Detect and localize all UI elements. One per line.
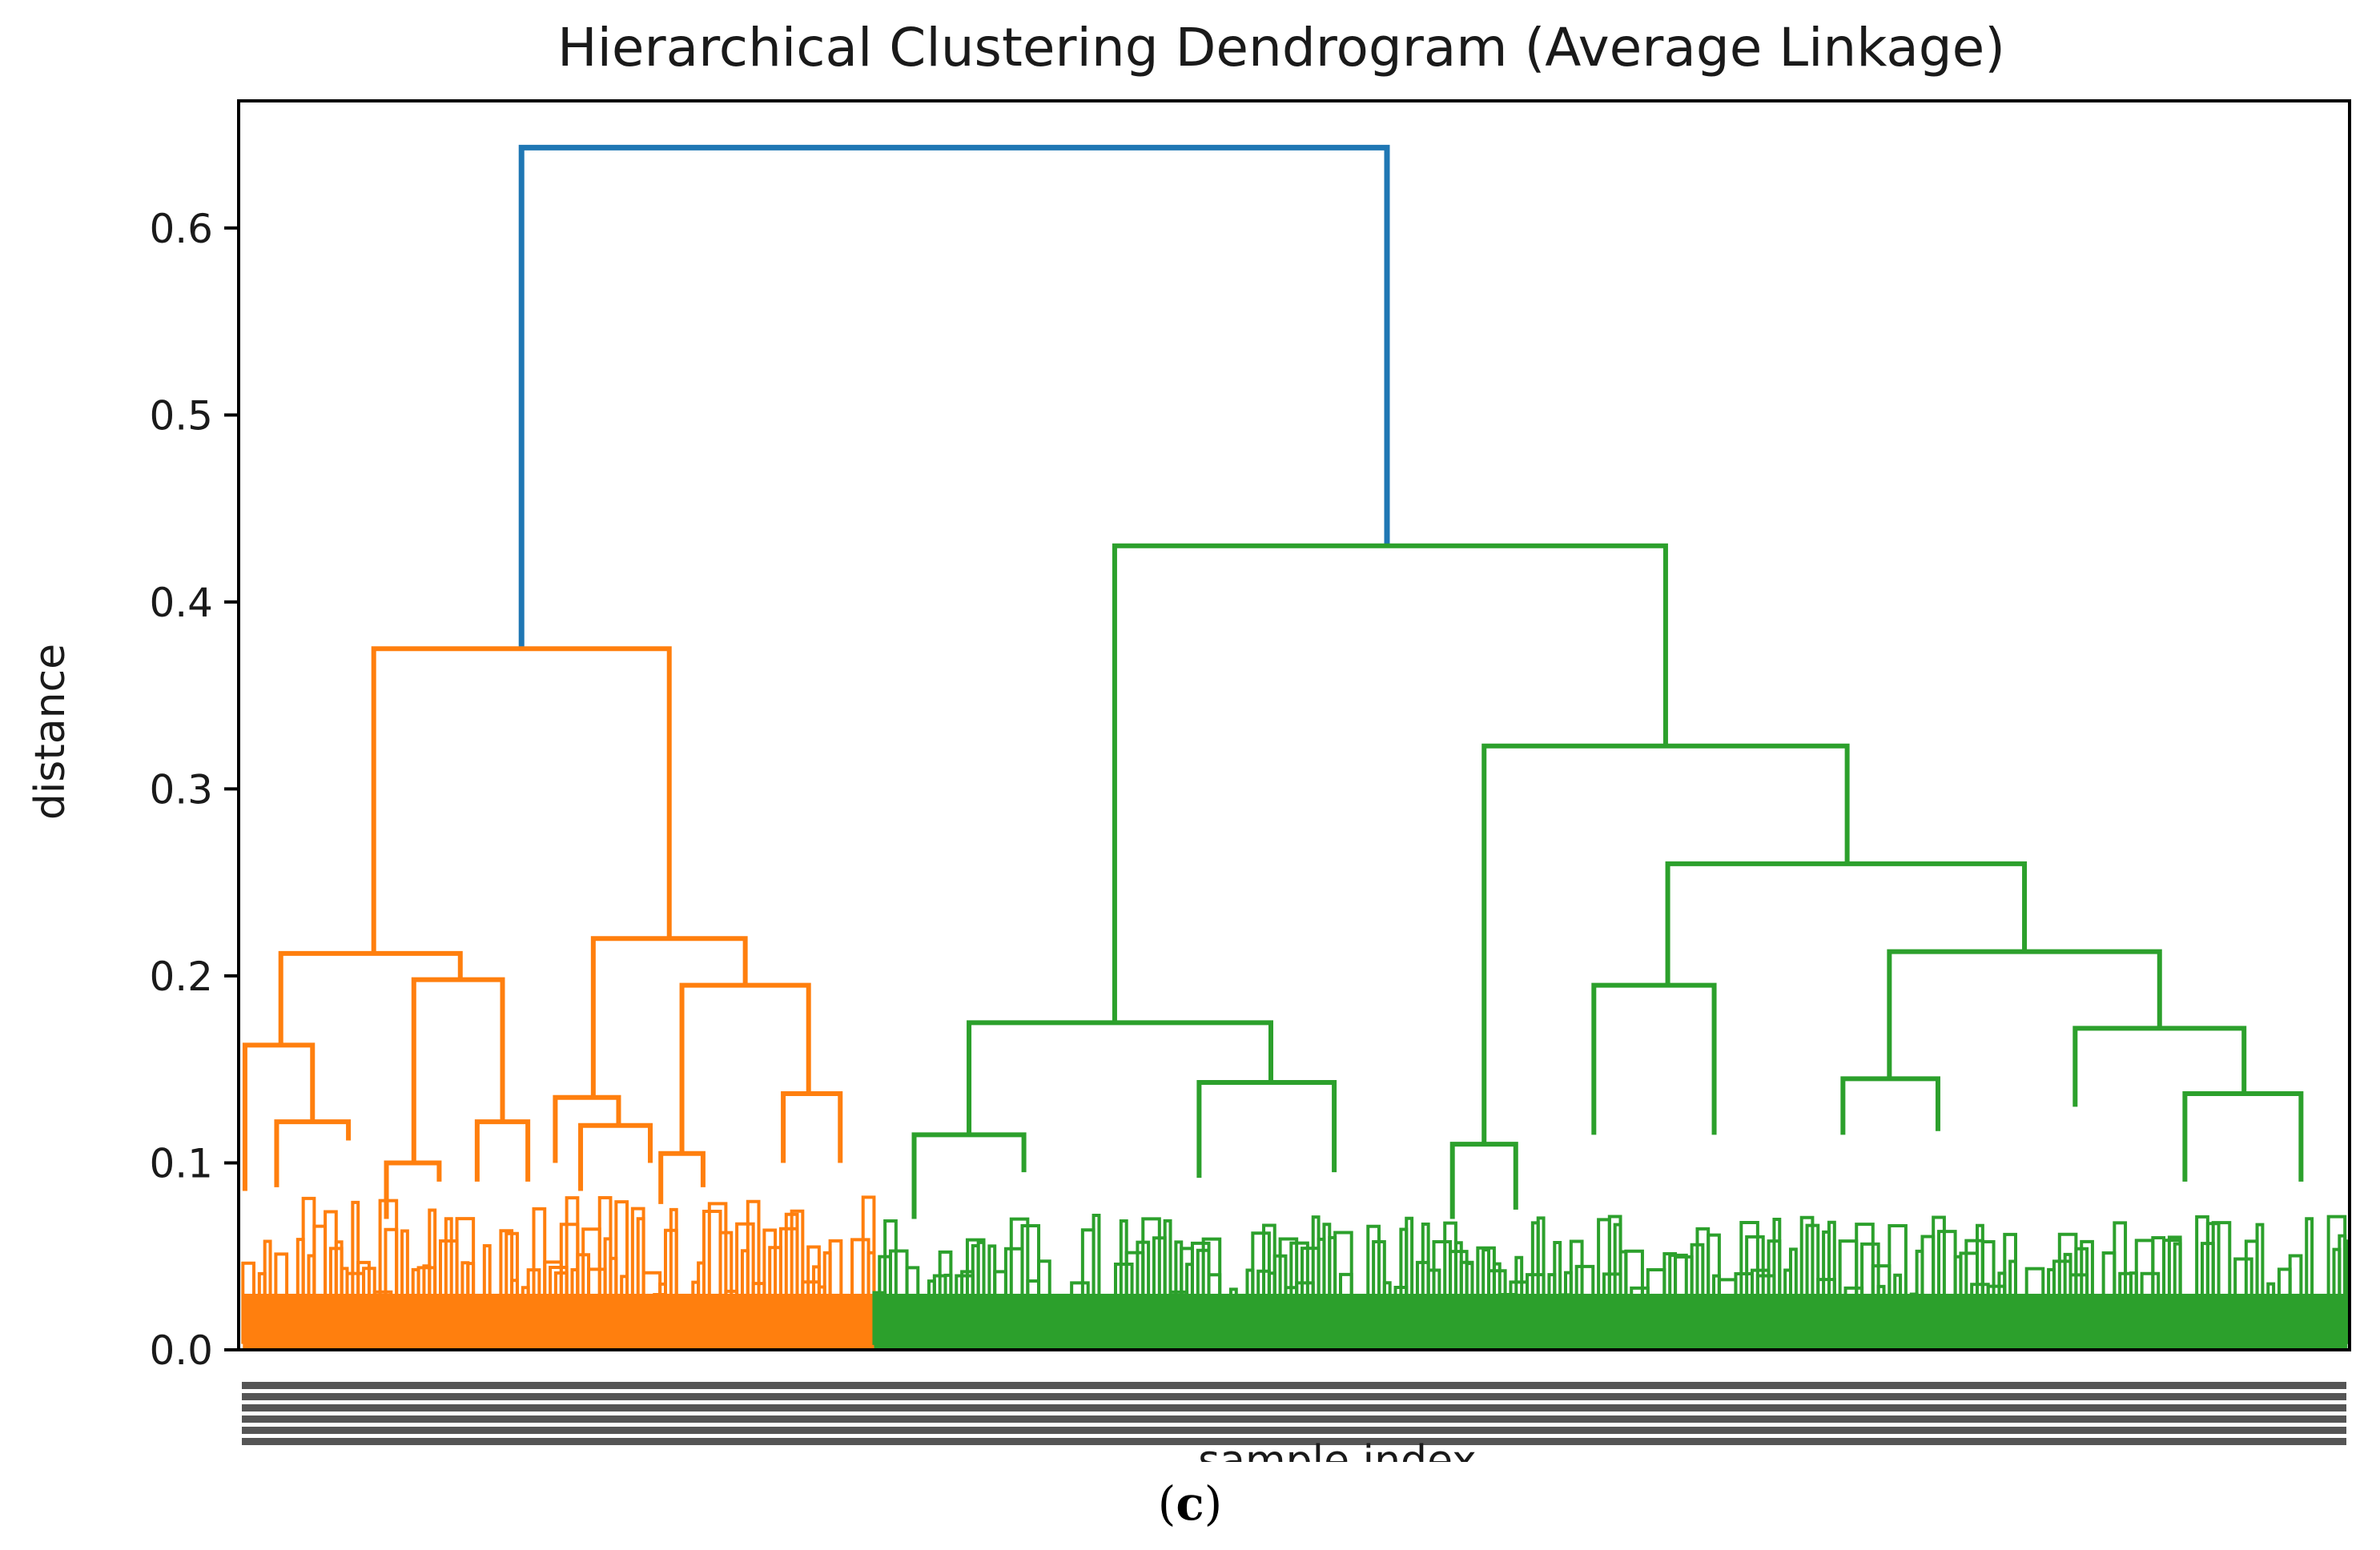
leaf-link — [2080, 1239, 2094, 1337]
x-tick-band — [242, 1404, 2346, 1411]
link-c1-a2r — [474, 1119, 531, 1182]
leaf-clusters — [241, 1195, 2350, 1350]
leaf-link — [1772, 1217, 1782, 1330]
leaf-link — [976, 1240, 986, 1339]
x-label-cover — [961, 1462, 1714, 1510]
link-c1-b1r — [578, 1122, 653, 1191]
leaf-link — [1536, 1216, 1546, 1344]
x-tick-labels — [242, 1382, 2346, 1445]
y-axis-label: distance — [26, 644, 74, 820]
leaf-link — [263, 1239, 272, 1337]
leaf-link — [883, 1219, 898, 1343]
leaf-link — [2255, 1223, 2265, 1341]
link-c2-a1 — [911, 1132, 1027, 1219]
x-tick-band — [242, 1438, 2346, 1445]
leaf-link — [1366, 1224, 1381, 1337]
y-tick-label: 0.4 — [149, 580, 213, 626]
caption-label: c — [1176, 1476, 1204, 1531]
link-c2-b2r — [1887, 949, 2162, 1079]
caption-open: ( — [1158, 1476, 1176, 1531]
y-axis: 0.0 0.1 0.2 0.3 0.4 0.5 0.6 — [149, 206, 239, 1374]
leaf-link — [828, 1239, 843, 1345]
leaf-link — [614, 1200, 629, 1346]
link-c1-b — [590, 936, 748, 1098]
leaf-link — [669, 1207, 678, 1339]
link-c1-a2l — [384, 1160, 442, 1219]
axes-frame — [237, 99, 2351, 1351]
x-tick-band — [242, 1382, 2346, 1389]
link-c2-b2 — [1665, 861, 2028, 986]
link-c2-b2r2r — [2182, 1091, 2304, 1182]
link-c2-a2 — [1196, 1080, 1337, 1179]
y-tick-label: 0.0 — [149, 1327, 213, 1374]
link-c1-top — [371, 646, 672, 954]
link-c1-a2 — [411, 977, 505, 1163]
leaf-link — [2211, 1221, 2232, 1328]
figure-caption: (c) — [1158, 1476, 1223, 1531]
y-tick-label: 0.1 — [149, 1140, 213, 1187]
link-c2-b — [1481, 743, 1850, 1145]
leaf-link — [718, 1231, 734, 1328]
link-c1-a1 — [242, 1042, 316, 1191]
link-c2-b2r2 — [2072, 1026, 2247, 1107]
leaf-link — [1289, 1241, 1309, 1333]
leaf-link — [2343, 1239, 2350, 1344]
leaf-link — [1888, 1223, 1908, 1345]
link-c2-b1 — [1449, 1142, 1518, 1219]
leaf-link — [790, 1209, 805, 1342]
y-tick-label: 0.3 — [149, 766, 213, 813]
caption-close: ) — [1204, 1476, 1223, 1531]
x-tick-band — [242, 1415, 2346, 1423]
leaf-link — [1553, 1241, 1562, 1340]
y-tick-label: 0.5 — [149, 392, 213, 439]
leaf-link — [2305, 1217, 2314, 1336]
leaf-link — [1009, 1217, 1030, 1329]
link-c1-b2r — [781, 1091, 843, 1163]
link-c1-b1 — [553, 1094, 621, 1163]
leaf-link — [1745, 1235, 1765, 1342]
leaf-link — [1932, 1215, 1946, 1346]
y-tick-label: 0.2 — [149, 954, 213, 1000]
link-c1-a1r — [274, 1119, 352, 1187]
leaf-link — [2113, 1221, 2128, 1347]
leaf-link — [1569, 1239, 1584, 1342]
leaf-link — [444, 1217, 453, 1346]
leaf-link — [384, 1227, 399, 1336]
dendrogram-links — [242, 144, 2304, 1219]
x-tick-band — [242, 1427, 2346, 1434]
link-c2-top — [1112, 543, 1668, 1023]
link-root — [518, 144, 1390, 649]
y-tick-label: 0.6 — [149, 206, 213, 252]
leaf-link — [400, 1229, 409, 1328]
leaf-band — [874, 1293, 2348, 1350]
leaf-link — [762, 1228, 778, 1337]
link-c1-b2l — [658, 1150, 706, 1204]
leaf-link — [1799, 1215, 1815, 1333]
leaf-link — [1163, 1219, 1172, 1340]
link-c2-b2r1 — [1840, 1076, 1940, 1135]
leaf-link — [746, 1199, 761, 1340]
leaf-link — [1827, 1220, 1836, 1332]
link-c1-a — [278, 950, 463, 1046]
x-tick-band — [242, 1393, 2346, 1400]
leaf-link — [707, 1202, 728, 1339]
leaf-link — [1092, 1214, 1101, 1346]
chart-title: Hierarchical Clustering Dendrogram (Aver… — [557, 17, 2005, 78]
plot-area — [237, 99, 2351, 1351]
leaf-link — [1980, 1240, 1996, 1336]
leaf-link — [1141, 1217, 1161, 1342]
leaf-link — [482, 1243, 492, 1339]
link-c2-b2l — [1591, 982, 1717, 1135]
leaf-link — [1405, 1216, 1414, 1331]
leaf-link — [1788, 1247, 1798, 1330]
leaf-link — [2173, 1242, 2182, 1333]
link-c2-a — [967, 1020, 1273, 1135]
leaf-link — [428, 1208, 437, 1346]
link-c1-b2 — [679, 982, 811, 1154]
leaf-band — [243, 1293, 874, 1350]
